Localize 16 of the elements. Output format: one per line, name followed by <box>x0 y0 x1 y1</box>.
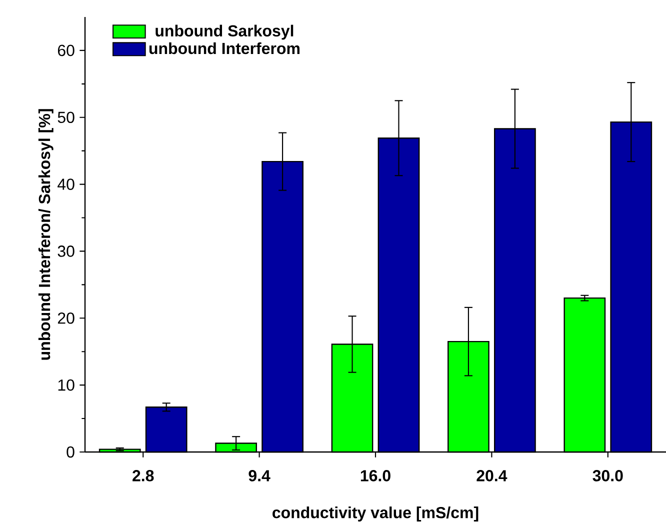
y-tick-label: 0 <box>66 446 74 458</box>
y-tick-label: 50 <box>58 112 74 124</box>
x-tick-label: 16.0 <box>360 470 390 482</box>
x-axis-title: conductivity value [mS/cm] <box>272 506 478 522</box>
x-tick-label: 20.4 <box>476 470 508 482</box>
x-tick-label: 2.8 <box>132 470 154 482</box>
y-tick-label: 40 <box>58 178 74 190</box>
y-tick-label: 20 <box>58 312 74 324</box>
y-tick-label: 30 <box>58 246 74 257</box>
legend-label: unbound Sarkosyl <box>156 24 294 40</box>
y-tick-label: 10 <box>58 379 74 391</box>
x-tick-label: 30.0 <box>592 470 623 482</box>
y-tick-label: 60 <box>58 44 74 56</box>
x-tick-label: 9.4 <box>248 470 270 482</box>
legend-label: unbound Interferom <box>149 42 300 54</box>
y-axis-title: unbound Interferon/ Sarkosyl [%] <box>38 109 54 360</box>
